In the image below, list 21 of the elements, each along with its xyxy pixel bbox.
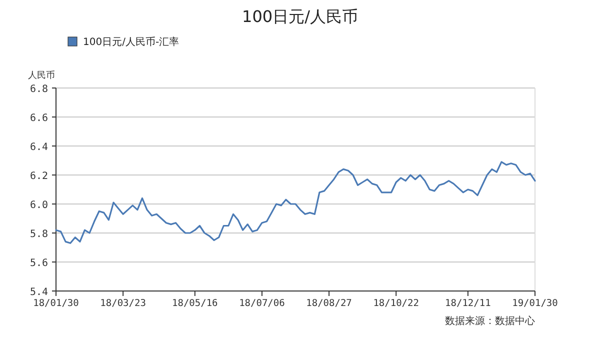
x-tick-label: 18/08/27: [306, 298, 352, 309]
x-tick-label: 18/05/16: [172, 298, 218, 309]
y-tick-label: 5.8: [30, 229, 48, 240]
y-tick-label: 6.6: [30, 113, 48, 124]
y-tick-label: 5.6: [30, 258, 48, 269]
legend-label: 100日元/人民币-汇率: [83, 36, 180, 48]
chart-title: 100日元/人民币: [242, 7, 358, 26]
x-tick-label: 18/07/06: [239, 298, 286, 309]
line-series: [55, 161, 536, 244]
x-tick-label: 19/01/30: [512, 298, 558, 309]
x-tick-label: 18/12/11: [445, 298, 492, 309]
y-tick-label: 5.4: [30, 287, 48, 298]
y-tick-label: 6.0: [30, 200, 48, 211]
x-tick-label: 18/03/23: [100, 298, 146, 309]
y-tick-label: 6.2: [30, 171, 48, 182]
source-note: 数据来源：数据中心: [445, 315, 535, 327]
y-axis-title: 人民币: [28, 70, 55, 81]
y-tick-label: 6.4: [30, 142, 48, 153]
x-tick-label: 18/01/30: [33, 298, 80, 309]
x-tick-label: 18/10/22: [373, 298, 419, 309]
y-tick-label: 6.8: [30, 84, 48, 95]
